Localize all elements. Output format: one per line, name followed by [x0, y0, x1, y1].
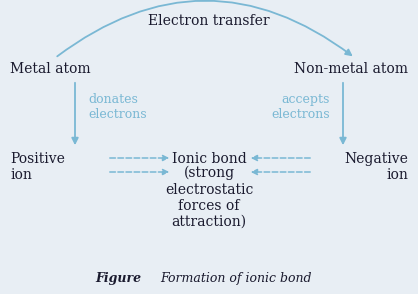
- Text: Negative
ion: Negative ion: [344, 152, 408, 182]
- Text: Non-metal atom: Non-metal atom: [294, 62, 408, 76]
- Text: accepts
electrons: accepts electrons: [271, 93, 330, 121]
- Text: Electron transfer: Electron transfer: [148, 14, 270, 28]
- Text: Metal atom: Metal atom: [10, 62, 91, 76]
- Text: Figure: Figure: [95, 272, 141, 285]
- Text: donates
electrons: donates electrons: [88, 93, 147, 121]
- Text: Positive
ion: Positive ion: [10, 152, 65, 182]
- Text: (strong
electrostatic
forces of
attraction): (strong electrostatic forces of attracti…: [165, 166, 253, 229]
- Text: Ionic bond: Ionic bond: [172, 152, 246, 166]
- Text: Formation of ionic bond: Formation of ionic bond: [160, 272, 311, 285]
